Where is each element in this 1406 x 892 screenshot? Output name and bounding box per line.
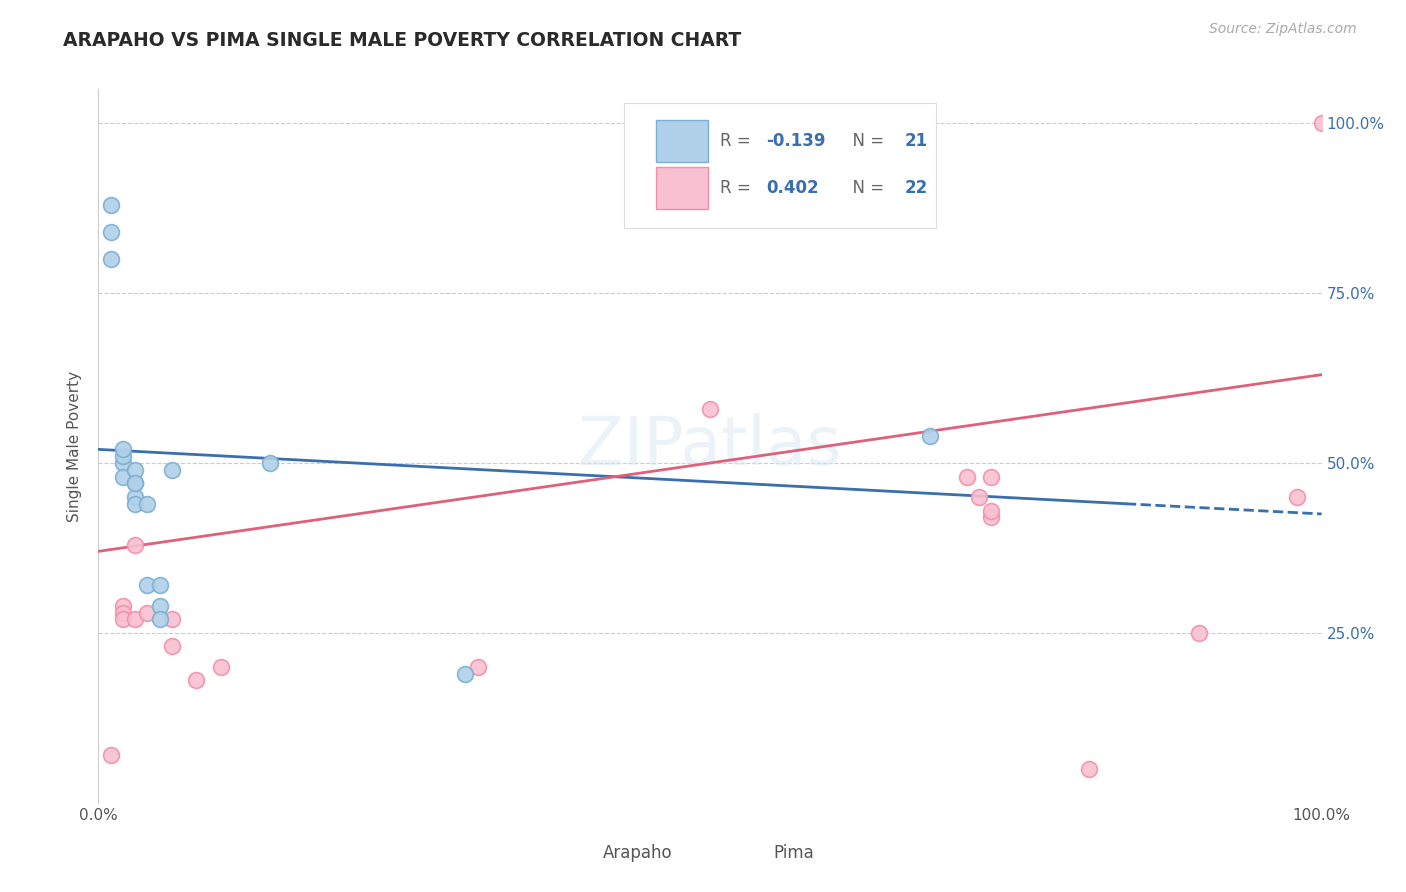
Point: [111, 612, 134, 626]
Point: [160, 640, 183, 654]
Text: ARAPAHO VS PIMA SINGLE MALE POVERTY CORRELATION CHART: ARAPAHO VS PIMA SINGLE MALE POVERTY CORR…: [63, 31, 741, 50]
Point: [980, 510, 1002, 524]
Point: [124, 463, 146, 477]
Point: [124, 537, 146, 551]
Point: [1188, 626, 1211, 640]
Text: -0.139: -0.139: [766, 132, 825, 150]
Text: N =: N =: [842, 178, 890, 196]
Point: [136, 606, 159, 620]
Point: [467, 660, 489, 674]
Point: [209, 660, 232, 674]
Point: [111, 469, 134, 483]
Point: [111, 456, 134, 470]
Text: ZIPatlas: ZIPatlas: [578, 413, 842, 479]
Point: [1310, 116, 1333, 130]
Text: Arapaho: Arapaho: [602, 844, 672, 862]
Text: N =: N =: [842, 132, 890, 150]
Text: 22: 22: [904, 178, 928, 196]
FancyBboxPatch shape: [624, 103, 936, 228]
FancyBboxPatch shape: [657, 120, 707, 161]
Text: R =: R =: [720, 178, 756, 196]
Point: [980, 503, 1002, 517]
Y-axis label: Single Male Poverty: Single Male Poverty: [67, 370, 83, 522]
Point: [967, 490, 990, 504]
Point: [100, 748, 122, 763]
Point: [1286, 490, 1309, 504]
Point: [100, 252, 122, 266]
Point: [124, 612, 146, 626]
Point: [149, 578, 172, 592]
FancyBboxPatch shape: [561, 838, 596, 870]
FancyBboxPatch shape: [733, 838, 768, 870]
Point: [124, 497, 146, 511]
Point: [186, 673, 208, 688]
Point: [100, 198, 122, 212]
Point: [124, 476, 146, 491]
Point: [454, 666, 477, 681]
Point: [100, 225, 122, 239]
Point: [956, 469, 979, 483]
Point: [1078, 762, 1101, 776]
Point: [259, 456, 281, 470]
Point: [149, 599, 172, 613]
Point: [111, 449, 134, 463]
Point: [920, 429, 942, 443]
Point: [111, 599, 134, 613]
Point: [136, 497, 159, 511]
Point: [124, 476, 146, 491]
Point: [980, 469, 1002, 483]
Text: 0.402: 0.402: [766, 178, 818, 196]
Point: [160, 612, 183, 626]
Point: [136, 578, 159, 592]
Point: [699, 401, 721, 416]
Text: R =: R =: [720, 132, 756, 150]
FancyBboxPatch shape: [657, 167, 707, 209]
Text: Source: ZipAtlas.com: Source: ZipAtlas.com: [1209, 22, 1357, 37]
Text: Pima: Pima: [773, 844, 814, 862]
Point: [149, 612, 172, 626]
Point: [160, 463, 183, 477]
Point: [111, 442, 134, 457]
Point: [111, 606, 134, 620]
Point: [124, 490, 146, 504]
Text: 21: 21: [904, 132, 928, 150]
